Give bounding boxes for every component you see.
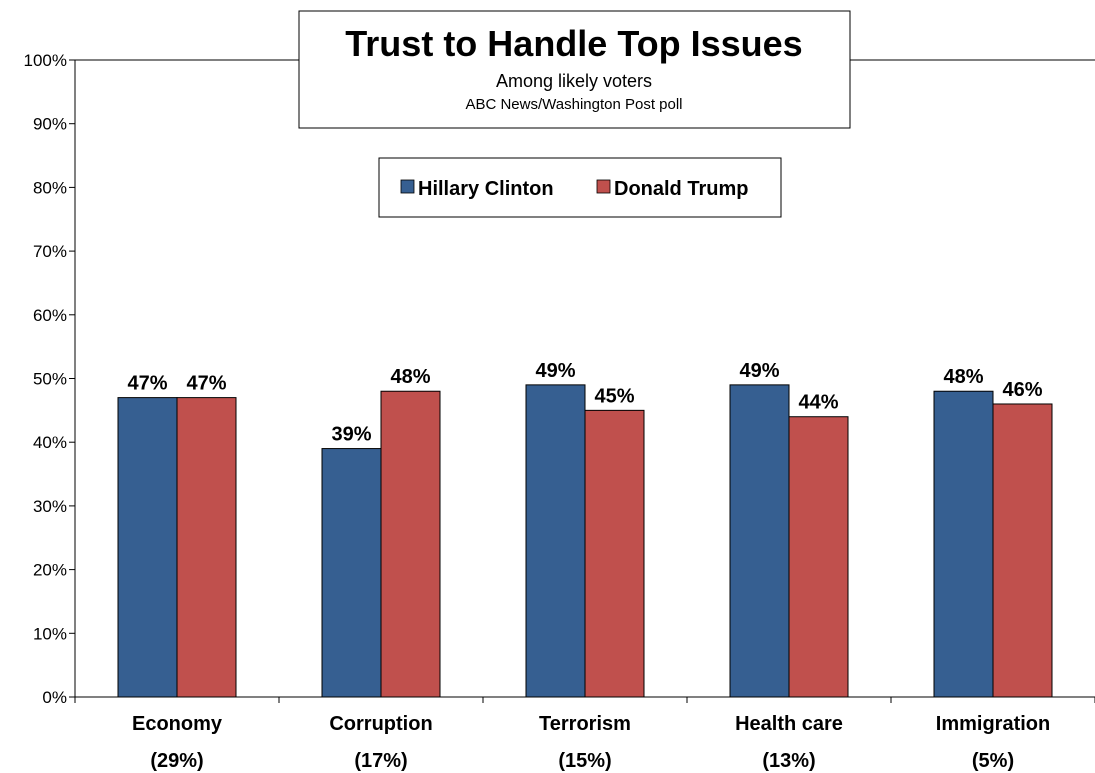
- y-axis: 0% 10% 20% 30% 40% 50% 60% 70% 80% 90% 100%: [24, 51, 76, 707]
- data-label: 44%: [798, 392, 838, 414]
- x-category-label: Economy: [132, 713, 223, 735]
- x-category-share: (13%): [762, 750, 815, 772]
- chart-title: Trust to Handle Top Issues: [345, 23, 802, 64]
- y-tick-label: 90%: [33, 115, 67, 134]
- x-category-share: (15%): [558, 750, 611, 772]
- data-label: 48%: [390, 366, 430, 388]
- legend-swatch-clinton: [400, 179, 415, 194]
- x-category-label: Immigration: [936, 713, 1050, 735]
- x-axis: Economy (29%) Corruption (17%) Terrorism (15%…: [74, 696, 1095, 772]
- bar: [117, 397, 178, 698]
- x-category-share: (5%): [972, 750, 1014, 772]
- data-label: 45%: [594, 385, 634, 407]
- y-tick-label: 0%: [42, 688, 67, 707]
- x-category-share: (29%): [150, 750, 203, 772]
- data-label: 46%: [1002, 379, 1042, 401]
- y-tick-label: 50%: [33, 370, 67, 389]
- bar: [584, 409, 645, 698]
- y-tick-label: 60%: [33, 306, 67, 325]
- y-tick-label: 70%: [33, 242, 67, 261]
- y-tick-label: 100%: [24, 51, 67, 70]
- data-label: 49%: [739, 360, 779, 382]
- bars: [117, 384, 1053, 698]
- x-category-label: Corruption: [329, 713, 432, 735]
- data-label: 47%: [127, 373, 167, 395]
- data-label: 39%: [331, 424, 371, 446]
- legend: Hillary Clinton Donald Trump: [378, 157, 782, 218]
- legend-label-clinton: Hillary Clinton: [418, 178, 554, 200]
- bar: [321, 448, 382, 698]
- data-labels: 47% 47% 39% 48% 49% 45% 49% 44% 48% 46%: [127, 360, 1042, 446]
- bar: [992, 403, 1053, 698]
- data-label: 48%: [943, 366, 983, 388]
- y-tick-label: 80%: [33, 178, 67, 197]
- x-category-label: Health care: [735, 713, 843, 735]
- title-box: Trust to Handle Top Issues Among likely …: [298, 10, 851, 129]
- bar: [788, 416, 849, 698]
- legend-swatch-trump: [596, 179, 611, 194]
- legend-label-trump: Donald Trump: [614, 178, 748, 200]
- y-tick-label: 10%: [33, 624, 67, 643]
- y-tick-label: 20%: [33, 561, 67, 580]
- x-category-label: Terrorism: [539, 713, 631, 735]
- data-label: 49%: [535, 360, 575, 382]
- chart-source: ABC News/Washington Post poll: [465, 96, 682, 113]
- chart-subtitle: Among likely voters: [496, 71, 652, 91]
- bar: [933, 390, 994, 698]
- x-category-share: (17%): [354, 750, 407, 772]
- y-tick-label: 30%: [33, 497, 67, 516]
- bar: [176, 397, 237, 698]
- bar: [729, 384, 790, 698]
- bar: [380, 390, 441, 698]
- data-label: 47%: [186, 373, 226, 395]
- y-tick-label: 40%: [33, 433, 67, 452]
- bar: [525, 384, 586, 698]
